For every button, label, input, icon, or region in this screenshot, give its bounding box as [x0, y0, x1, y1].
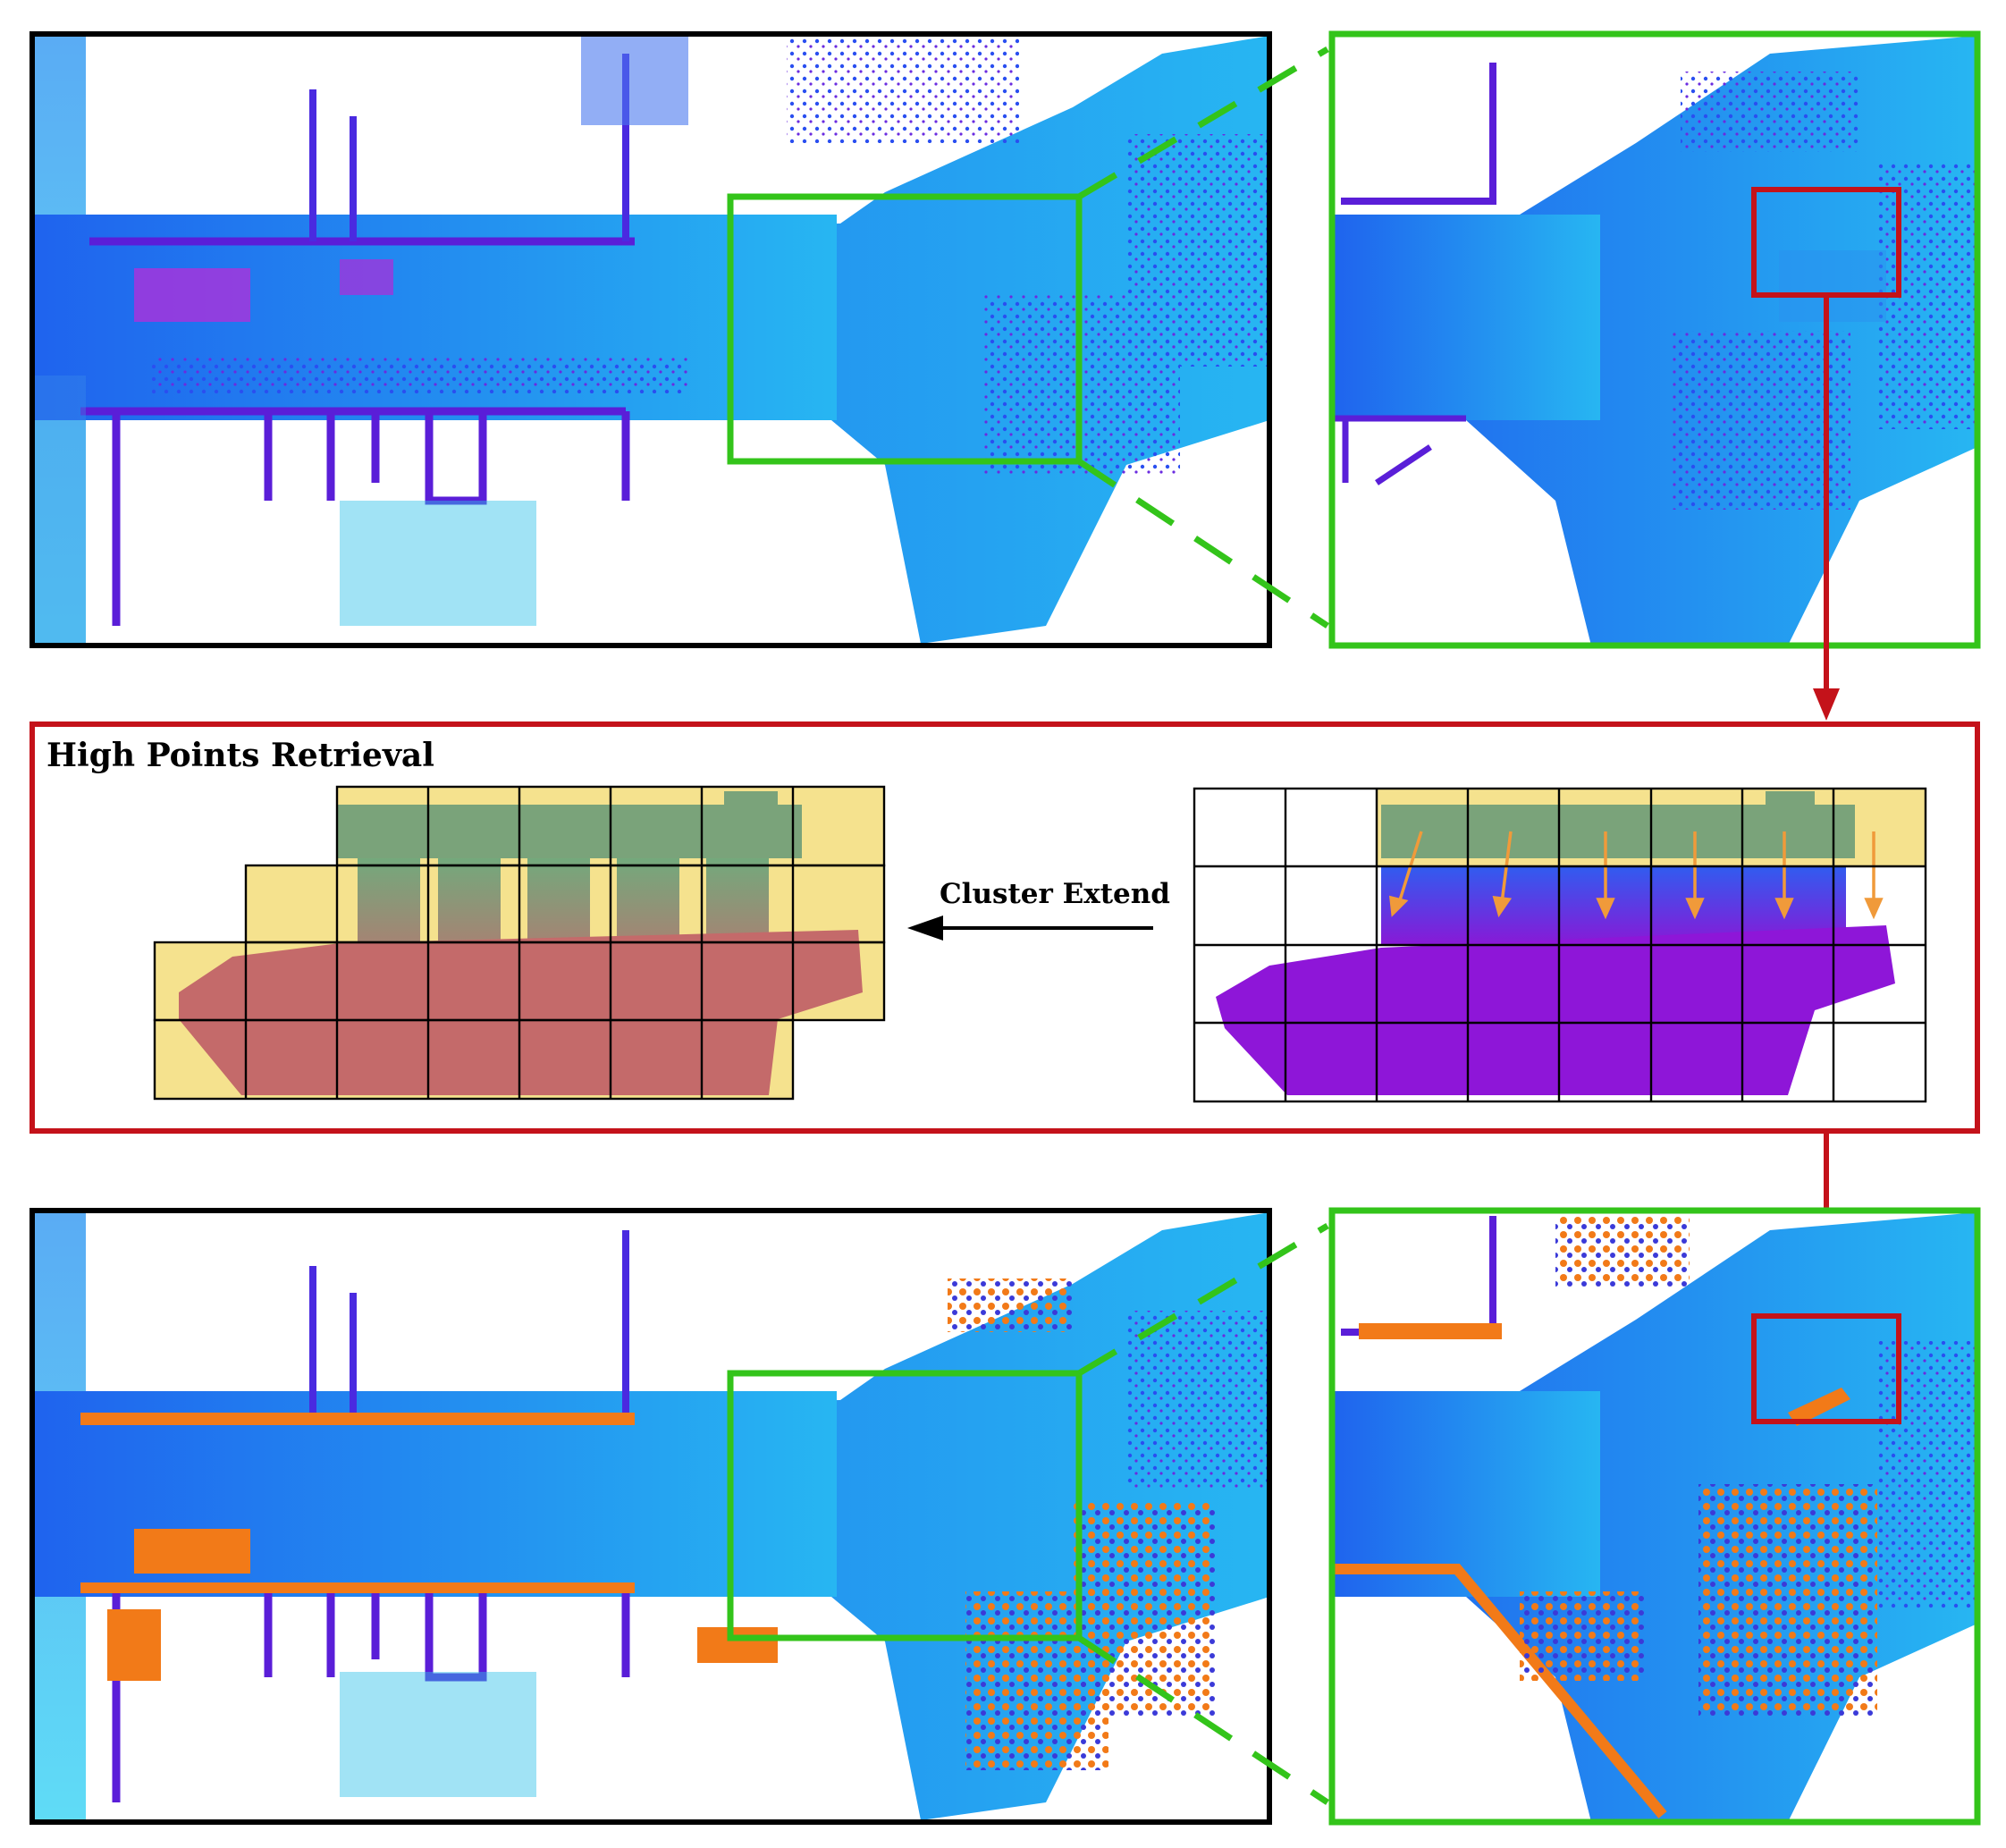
- bottom-zoom-frame: [1328, 1207, 1981, 1826]
- top-overview-frame: [30, 31, 1272, 648]
- top-zoom-map: [1328, 30, 1981, 649]
- arrow-left-icon: [907, 916, 943, 941]
- bottom-zoom-map: [1328, 1207, 1981, 1826]
- original-cluster-grid: [1193, 787, 1927, 1103]
- top-zoom-connectors: [1077, 46, 1329, 629]
- top-zoom-region-box: [727, 193, 1083, 465]
- retrieval-panel-title: High Points Retrieval: [46, 737, 434, 774]
- arrow-down-icon: [1813, 688, 1840, 721]
- top-zoom-frame: [1328, 30, 1981, 649]
- bottom-zoom-connectors: [1077, 1222, 1329, 1805]
- bottom-zoom-region-box: [727, 1370, 1083, 1641]
- bottom-overview-frame: [30, 1208, 1272, 1825]
- extended-cluster-grid: [153, 785, 886, 1101]
- bottom-overview-map: [30, 1208, 1272, 1825]
- cluster-extend-label: Cluster Extend: [940, 878, 1170, 910]
- bottom-target-region-box: [1751, 1313, 1901, 1424]
- retrieval-panel-frame: [30, 721, 1980, 1134]
- top-overview-map: [30, 31, 1272, 648]
